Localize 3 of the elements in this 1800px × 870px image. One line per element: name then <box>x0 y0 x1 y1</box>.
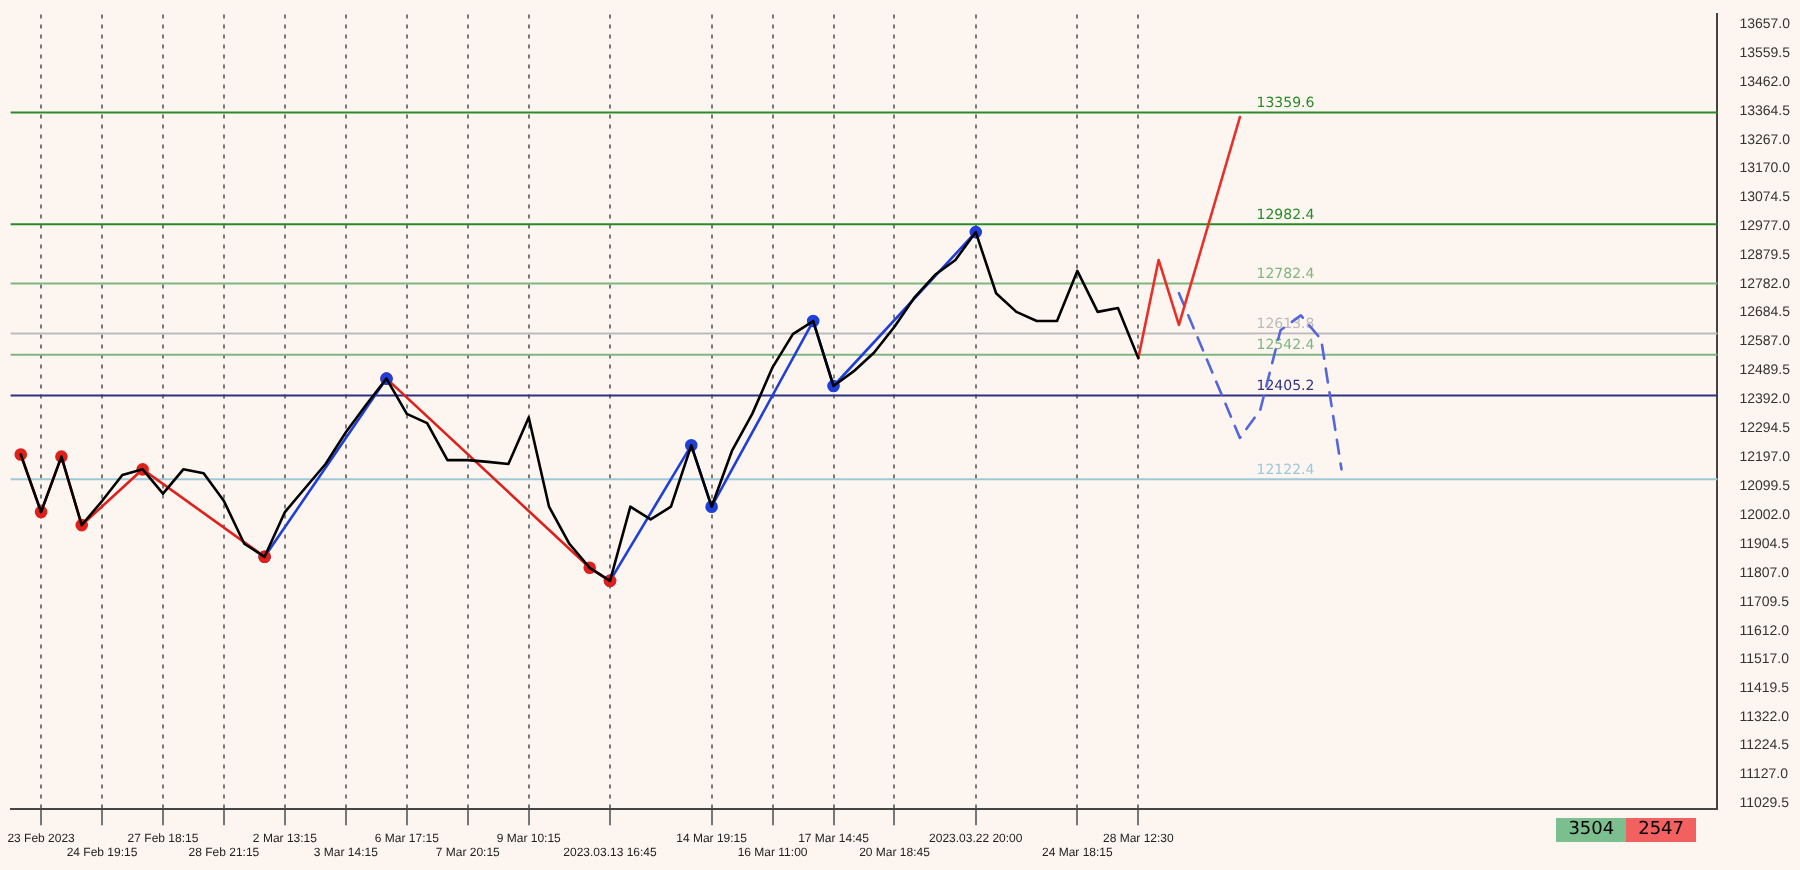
text: 2547 <box>1626 818 1696 842</box>
text: 3504 <box>1556 818 1627 842</box>
line-series <box>1177 291 1343 471</box>
